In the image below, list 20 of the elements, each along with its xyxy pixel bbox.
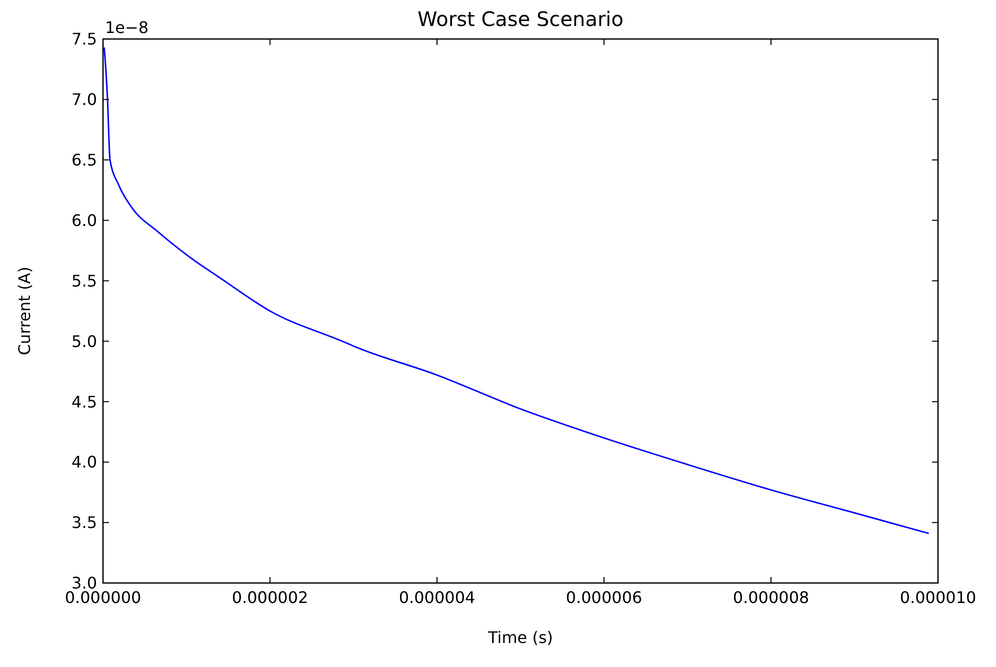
y-tick-label: 6.5	[72, 150, 97, 170]
y-tick-label: 3.5	[72, 513, 97, 532]
x-tick-label: 0.000006	[566, 588, 642, 607]
y-tick-label: 5.5	[72, 271, 97, 290]
x-axis-title: Time (s)	[486, 628, 554, 647]
text: 1e−8	[105, 18, 149, 37]
y-tick-label: 6.0	[72, 210, 97, 230]
line-series	[104, 46, 930, 534]
y-tick-label: 4.0	[72, 452, 97, 472]
y-tick-label: 7.5	[72, 30, 97, 49]
x-tick-label: 0.000002	[232, 588, 308, 607]
chart-title: Worst Case Scenario	[418, 7, 624, 31]
x-tick-label: 0.000008	[732, 588, 810, 607]
x-tick-label: 0.000004	[398, 588, 476, 607]
x-tick-label: 0.000010	[900, 588, 976, 607]
y-tick-label: 4.5	[72, 392, 97, 412]
y-tick-label: 5.0	[72, 332, 97, 351]
x-tick-label: 0.000000	[64, 588, 142, 607]
y-axis-title: Current (A)	[15, 266, 34, 356]
y-tick-label: 7.0	[72, 90, 97, 110]
